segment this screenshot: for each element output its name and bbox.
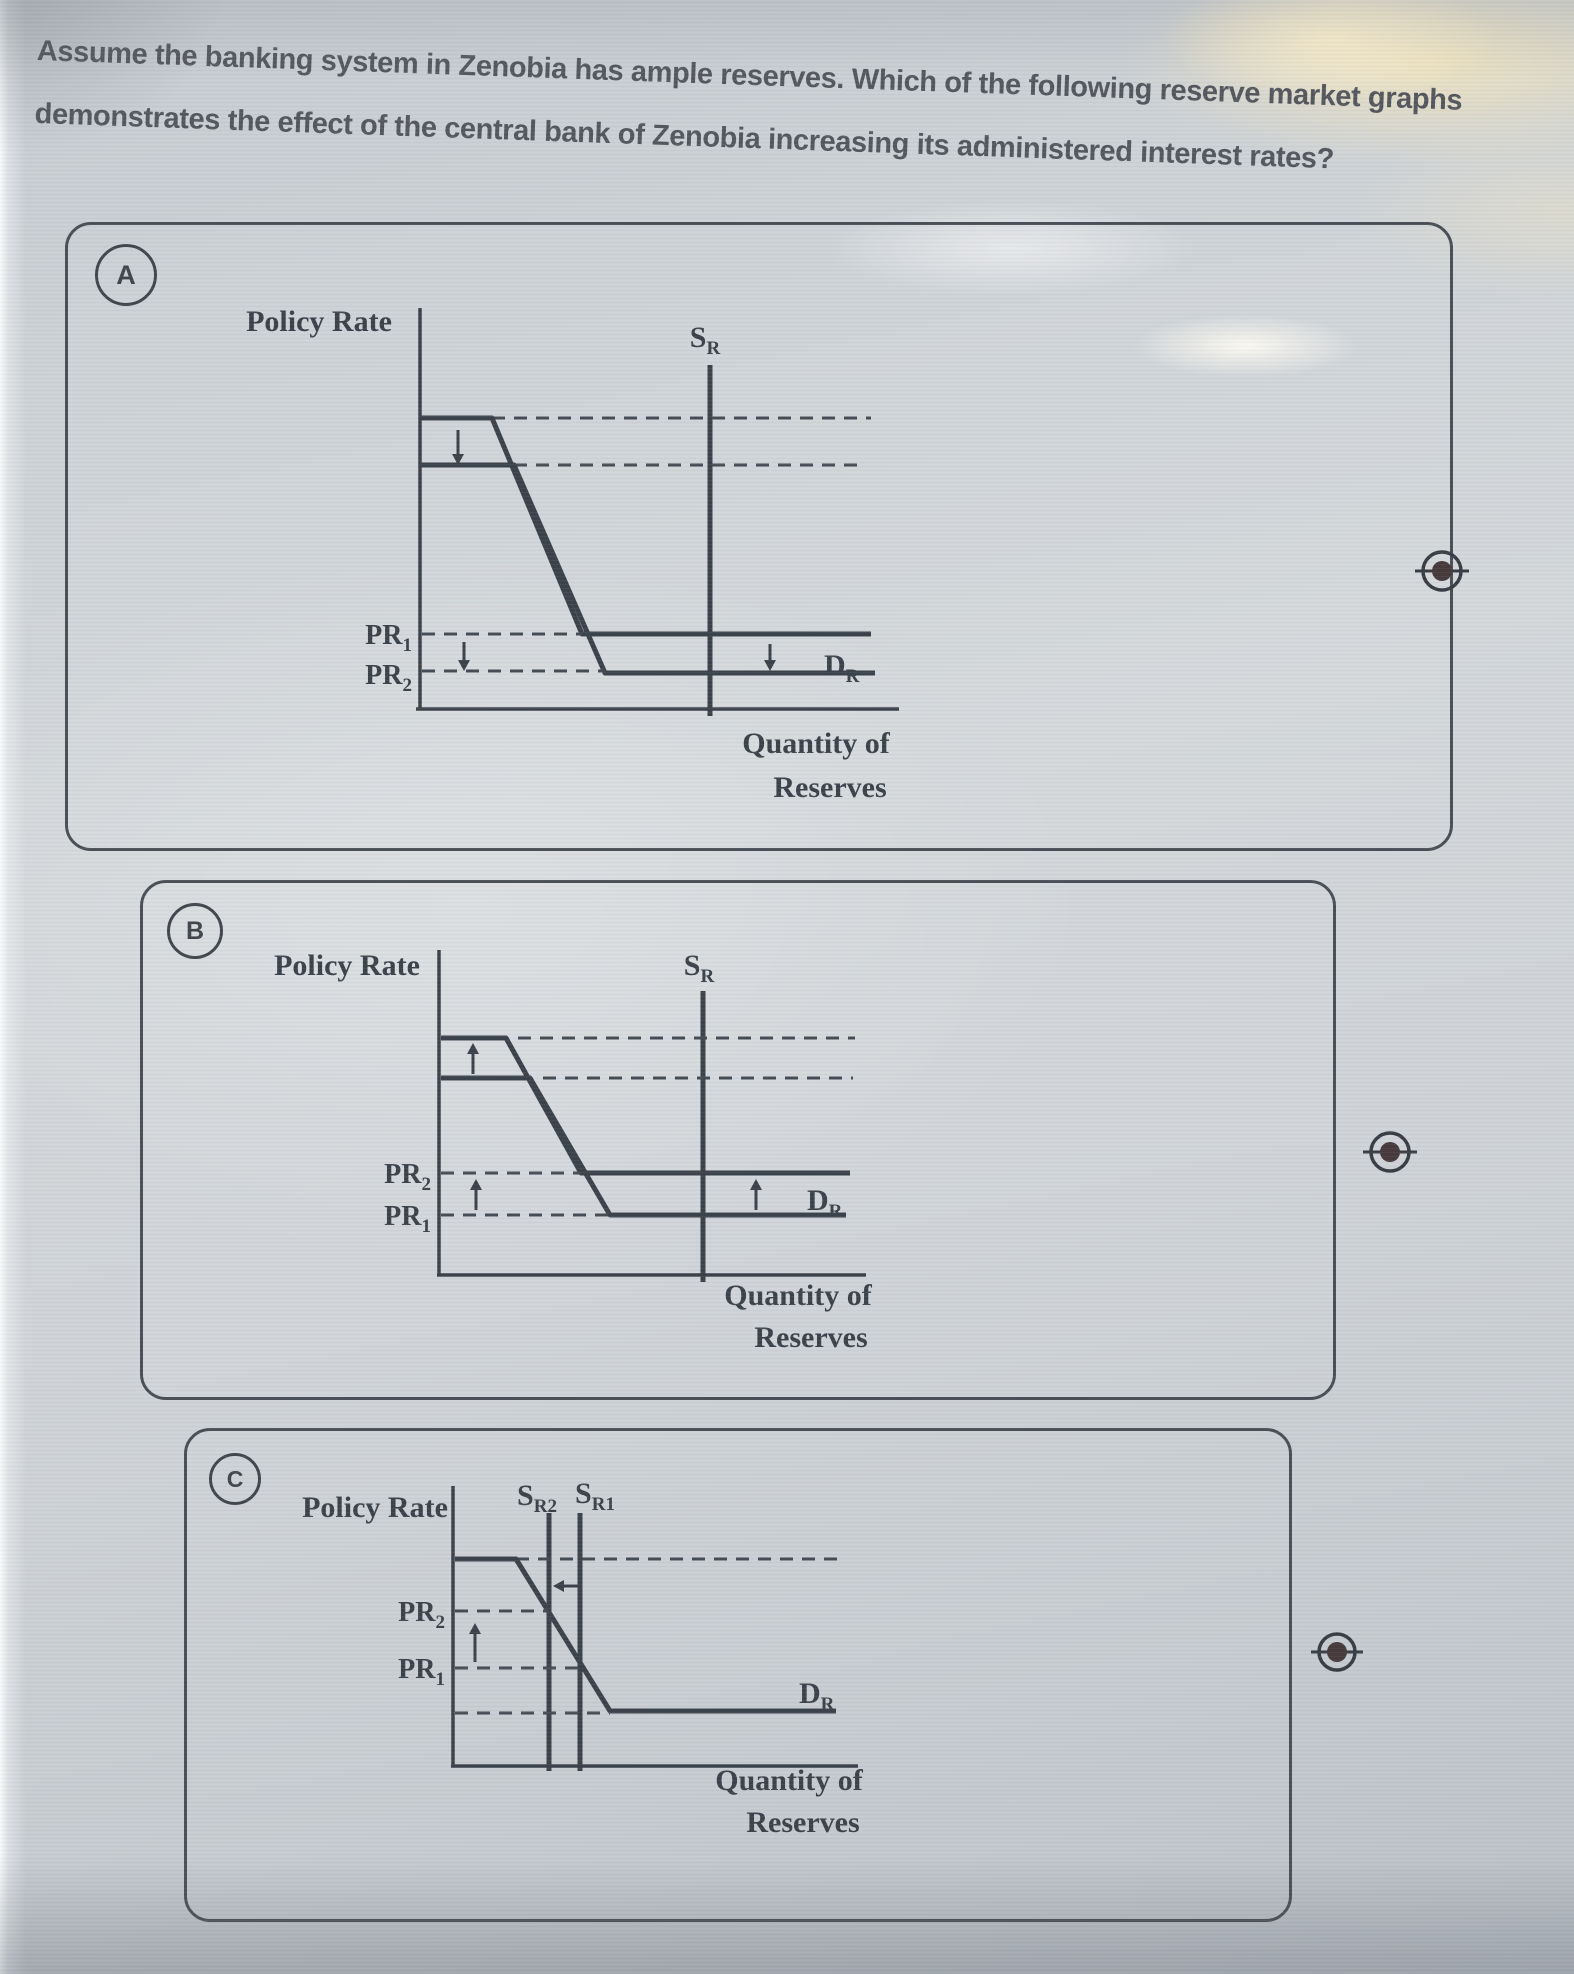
option-a-letter-badge: A (95, 244, 157, 306)
graph-a-shift-arrow-top (452, 430, 464, 465)
option-a-letter: A (116, 259, 136, 290)
graph-a: Policy Rate SR PR1 PR2 D (246, 305, 899, 804)
graph-a-pr2-label: PR2 (365, 660, 412, 696)
graph-b-demand-curve-new (441, 1035, 850, 1176)
graph-c-supply1-label: SR1 (575, 1477, 615, 1515)
graph-c-supply-shift-arrow (553, 1580, 578, 1592)
graph-b-pr2-label: PR2 (384, 1159, 431, 1195)
graph-c-demand-curve (455, 1556, 836, 1714)
graph-a-x-axis-label-1: Quantity of (742, 727, 891, 760)
graph-b-supply-label: SR (684, 949, 715, 987)
graph-a-x-axis-label-2: Reserves (773, 771, 886, 804)
graph-a-supply-label: SR (690, 321, 721, 359)
graph-b-pr1-label: PR1 (384, 1201, 431, 1237)
graph-b-demand-label: DR (807, 1184, 843, 1222)
option-b-letter: B (185, 916, 205, 945)
graph-b: Policy Rate SR PR2 PR1 D (274, 949, 873, 1354)
option-b-letter-badge: B (167, 903, 223, 959)
graph-b-demand-curve-old (441, 1075, 846, 1218)
option-b-radio-icon[interactable] (1362, 1124, 1418, 1180)
option-c-letter: C (226, 1465, 244, 1492)
option-card-a: A Policy Rate SR PR1 PR2 (65, 222, 1453, 851)
graph-b-x-axis-label-2: Reserves (754, 1321, 867, 1354)
option-card-b: B Policy Rate SR PR2 PR1 (140, 880, 1336, 1400)
option-card-c: C Policy Rate SR2 SR1 PR2 PR1 DR (184, 1428, 1292, 1922)
target-icon (1311, 1632, 1363, 1672)
graph-a-demand-label: DR (824, 649, 860, 687)
graph-b-x-axis-label-1: Quantity of (724, 1279, 873, 1312)
graph-a-y-axis-label: Policy Rate (246, 305, 392, 338)
graph-a-shift-arrow-right (764, 644, 776, 671)
graph-c-x-axis-label-1: Quantity of (715, 1764, 864, 1797)
graph-b-shift-arrow-top (467, 1043, 479, 1074)
graph-a-pr1-label: PR1 (365, 620, 412, 656)
graph-c-rate-shift-arrow (469, 1623, 481, 1662)
question-text: Assume the banking system in Zenobia has… (34, 20, 1567, 199)
graph-b-axes (437, 950, 866, 1277)
graph-b-y-axis-label: Policy Rate (274, 949, 420, 982)
graph-c-demand-label: DR (799, 1677, 835, 1715)
graph-a-demand-curve-old (420, 415, 871, 637)
option-c-letter-badge: C (209, 1453, 261, 1505)
target-icon (1363, 1131, 1417, 1173)
graph-b-shift-arrow-left (470, 1179, 482, 1210)
option-c-radio-icon[interactable] (1309, 1624, 1365, 1680)
graph-c-supply2-label: SR2 (517, 1479, 557, 1517)
target-icon (1415, 550, 1469, 592)
graph-c-pr2-label: PR2 (398, 1597, 445, 1633)
graph-c-y-axis-label: Policy Rate (302, 1491, 448, 1524)
graph-a-demand-curve-new (420, 462, 875, 676)
option-a-radio-icon[interactable] (1414, 543, 1470, 599)
graph-a-axes (416, 308, 899, 711)
graph-c-x-axis-label-2: Reserves (746, 1806, 859, 1839)
graph-b-shift-arrow-right (750, 1179, 762, 1210)
graph-a-shift-arrow-left (458, 642, 470, 671)
graph-c-axes (451, 1486, 858, 1768)
graph-c: Policy Rate SR2 SR1 PR2 PR1 DR Quantity … (302, 1477, 864, 1839)
graph-c-pr1-label: PR1 (398, 1654, 445, 1690)
